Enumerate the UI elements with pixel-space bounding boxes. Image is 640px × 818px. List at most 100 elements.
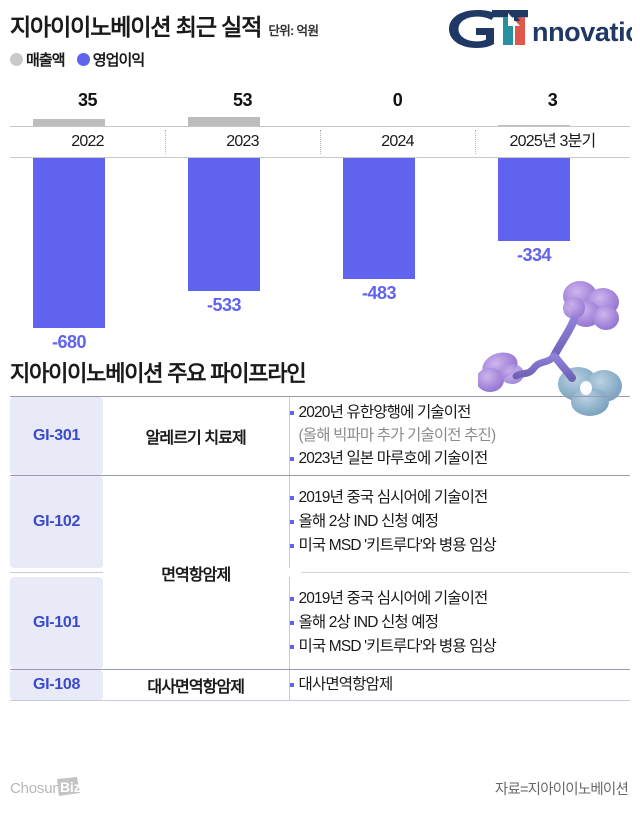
pipeline-table: GI-301 알레르기 치료제 2020년 유한양행에 기술이전 (올해 빅파마… xyxy=(10,397,630,701)
category-divider xyxy=(320,130,322,154)
table-row-divider xyxy=(10,669,630,670)
list-item: 미국 MSD '키트루다'와 병용 임상 xyxy=(289,635,631,659)
pipeline-code-cell: GI-108 xyxy=(10,670,103,700)
chosunbiz-logo-icon: Chosun Biz xyxy=(10,777,81,797)
table-row-divider xyxy=(10,700,630,701)
unit-label: 단위: 억원 xyxy=(268,24,319,38)
bullet-text: 2019년 중국 심시어에 기술이전 xyxy=(298,489,489,506)
pipeline-kind-cell: 대사면역항암제 xyxy=(147,679,245,696)
pipeline-code-cell: GI-102 xyxy=(10,476,103,568)
bullet-text: 미국 MSD '키트루다'와 병용 임상 xyxy=(298,537,497,554)
list-item: 미국 MSD '키트루다'와 병용 임상 xyxy=(289,534,631,558)
pipeline-bullet-list: 대사면역항암제 xyxy=(289,673,631,697)
operating-profit-value-label: -533 xyxy=(206,295,242,315)
bullet-text: 대사면역항암제 xyxy=(298,676,394,693)
category-label-2023: 2023 xyxy=(226,133,259,150)
bullet-text: 2019년 중국 심시어에 기술이전 xyxy=(298,590,489,607)
bullet-square-icon xyxy=(289,496,294,500)
title-row: 지아이이노베이션 최근 실적 단위: 억원 xyxy=(10,8,630,42)
category-label-2024: 2024 xyxy=(381,133,414,150)
list-item: 2023년 일본 마루호에 기술이전 xyxy=(289,447,631,471)
row-divider-line xyxy=(10,700,630,701)
list-item: 올해 2상 IND 신청 예정 xyxy=(289,510,631,534)
bullet-text: 2020년 유한양행에 기술이전 xyxy=(298,404,472,422)
operating-profit-value-label: -483 xyxy=(361,283,397,303)
page-title: 지아이이노베이션 최근 실적 xyxy=(10,14,262,40)
gt-innovation-logo-icon: nnovation xyxy=(449,10,640,48)
row-divider-line xyxy=(10,572,103,573)
pipeline-title: 지아이이노베이션 주요 파이프라인 xyxy=(10,361,307,386)
header: 지아이이노베이션 최근 실적 단위: 억원 매출액 영업이익 xyxy=(10,8,630,70)
pipeline-sub-note: (올해 빅파마 추가 기술이전 추진) xyxy=(298,427,497,445)
operating-profit-bar-2022 xyxy=(33,158,105,328)
source-label: 자료=지아이이노베이션 xyxy=(494,782,629,798)
svg-text:Chosun: Chosun xyxy=(10,780,61,797)
bullet-square-icon xyxy=(289,597,294,601)
revenue-value-label: 53 xyxy=(232,90,253,110)
pipeline-code-cell: GI-301 xyxy=(10,397,103,475)
bullet-text: 올해 2상 IND 신청 예정 xyxy=(298,614,439,631)
legend-dot-operating-profit-icon xyxy=(76,53,90,66)
operating-profit-bar-2024 xyxy=(343,158,415,279)
legend-item-revenue: 매출액 xyxy=(10,49,66,70)
pipeline-bullet-list: 2020년 유한양행에 기술이전 (올해 빅파마 추가 기술이전 추진) 202… xyxy=(289,401,631,471)
category-divider xyxy=(475,130,477,154)
bullet-text: 올해 2상 IND 신청 예정 xyxy=(298,513,439,530)
list-item: 2019년 중국 심시어에 기술이전 xyxy=(289,587,631,611)
bullet-square-icon xyxy=(289,544,294,548)
bullet-square-icon xyxy=(289,645,294,649)
pipeline-header-rule xyxy=(10,396,630,397)
revenue-value-label: 35 xyxy=(77,90,98,110)
revenue-bars-band xyxy=(10,90,630,126)
revenue-bar-2022 xyxy=(33,119,105,126)
revenue-value-label: 0 xyxy=(392,90,403,110)
operating-profit-bar-2023 xyxy=(188,158,260,291)
table-row: GI-108 대사면역항암제 대사면역항암제 xyxy=(10,670,630,700)
svg-text:Biz: Biz xyxy=(60,779,81,795)
list-item: 2020년 유한양행에 기술이전 xyxy=(289,401,631,425)
row-divider-line xyxy=(10,475,630,476)
revenue-bar-2023 xyxy=(188,117,260,126)
list-item: 올해 2상 IND 신청 예정 xyxy=(289,611,631,635)
bullet-square-icon xyxy=(289,683,294,687)
list-item: 2019년 중국 심시어에 기술이전 xyxy=(289,486,631,510)
legend-label-operating-profit: 영업이익 xyxy=(92,52,146,69)
pipeline-code-badge: GI-102 xyxy=(10,476,103,568)
table-row-divider xyxy=(10,475,630,476)
pipeline-notes-cell: 대사면역항암제 xyxy=(288,670,631,700)
pipeline-code-badge: GI-301 xyxy=(10,397,103,475)
bullet-square-icon xyxy=(289,520,294,524)
legend-item-operating-profit: 영업이익 xyxy=(76,49,146,70)
bullet-square-icon xyxy=(289,456,294,461)
gt-innovation-logo: nnovation xyxy=(436,4,640,54)
table-row: GI-301 알레르기 치료제 2020년 유한양행에 기술이전 (올해 빅파마… xyxy=(10,397,630,475)
chart-plot-area: 35 53 0 3 2022 2023 2024 2025년 3분기 xyxy=(10,90,630,352)
table-row-divider xyxy=(10,568,630,577)
category-label-2025q3: 2025년 3분기 xyxy=(509,133,597,150)
bullet-text: 2023년 일본 마루호에 기술이전 xyxy=(298,449,489,467)
pipeline-bullet-list: 2019년 중국 심시어에 기술이전 올해 2상 IND 신청 예정 미국 MS… xyxy=(289,486,631,558)
legend-dot-revenue-icon xyxy=(10,53,23,66)
pipeline-code-cell: GI-101 xyxy=(10,577,103,669)
pipeline-code-badge: GI-101 xyxy=(10,577,103,669)
pipeline-notes-cell: 2019년 중국 심시어에 기술이전 올해 2상 IND 신청 예정 미국 MS… xyxy=(288,476,631,568)
operating-profit-value-label: -680 xyxy=(51,332,87,352)
footer: Chosun Biz 자료=지아이이노베이션 xyxy=(10,774,630,804)
table-row: GI-101 2019년 중국 심시어에 기술이전 올해 2상 IND 신청 예… xyxy=(10,577,630,669)
operating-profit-value-label: -334 xyxy=(516,245,552,265)
category-axis: 2022 2023 2024 2025년 3분기 xyxy=(10,127,630,157)
svg-text:nnovation: nnovation xyxy=(532,17,632,47)
category-label-2022: 2022 xyxy=(71,133,104,150)
category-divider xyxy=(165,130,167,154)
operating-profit-bar-2025q3 xyxy=(498,158,570,241)
zero-axis-line xyxy=(10,126,630,127)
baseline-axis-line xyxy=(10,157,630,158)
pipeline-kind-cell: 알레르기 치료제 xyxy=(145,430,247,447)
chosunbiz-logo: Chosun Biz xyxy=(10,776,114,800)
chart-legend: 매출액 영업이익 xyxy=(10,49,630,70)
pipeline-bullet-list: 2019년 중국 심시어에 기술이전 올해 2상 IND 신청 예정 미국 MS… xyxy=(289,587,631,659)
table-row: GI-102 면역항암제 2019년 중국 심시어에 기술이전 올해 2상 IN… xyxy=(10,476,631,584)
list-item: 대사면역항암제 xyxy=(289,673,631,697)
pipeline-code-badge: GI-108 xyxy=(10,670,103,700)
bullet-square-icon xyxy=(289,621,294,625)
